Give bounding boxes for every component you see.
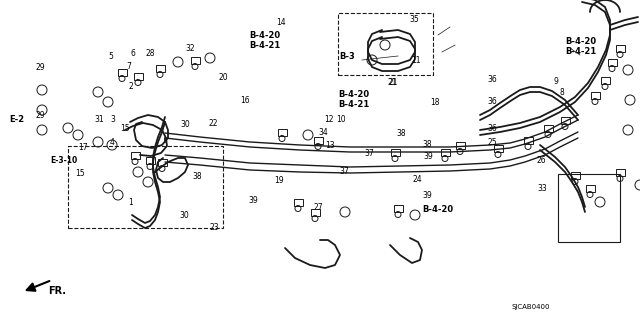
Bar bbox=[338, 13, 433, 75]
Bar bbox=[558, 174, 620, 242]
Text: 24: 24 bbox=[412, 175, 422, 184]
Text: 37: 37 bbox=[365, 149, 374, 158]
Text: 9: 9 bbox=[554, 77, 559, 86]
Text: 14: 14 bbox=[276, 18, 286, 27]
Text: 21: 21 bbox=[388, 78, 398, 87]
Text: 38: 38 bbox=[397, 129, 406, 138]
Bar bbox=[278, 129, 287, 135]
Text: B-4-21: B-4-21 bbox=[338, 100, 369, 109]
Bar bbox=[586, 185, 595, 191]
Text: 11: 11 bbox=[412, 56, 421, 65]
Text: 28: 28 bbox=[146, 49, 156, 58]
Text: B-4-21: B-4-21 bbox=[565, 47, 596, 56]
Bar bbox=[591, 92, 600, 99]
Text: 39: 39 bbox=[248, 196, 258, 205]
Text: 38: 38 bbox=[422, 140, 432, 149]
Text: 26: 26 bbox=[536, 156, 546, 164]
Text: 38: 38 bbox=[192, 172, 202, 181]
Text: 8: 8 bbox=[560, 88, 564, 97]
Text: 34: 34 bbox=[319, 128, 328, 137]
Text: 31: 31 bbox=[95, 115, 104, 124]
Text: E-3-10: E-3-10 bbox=[50, 156, 77, 164]
Text: 22: 22 bbox=[209, 119, 218, 128]
Bar bbox=[616, 44, 625, 52]
Text: 15: 15 bbox=[76, 169, 85, 178]
Text: 27: 27 bbox=[314, 203, 323, 212]
Bar bbox=[68, 146, 223, 228]
Text: 2: 2 bbox=[128, 82, 132, 91]
Text: B-4-20: B-4-20 bbox=[422, 205, 454, 214]
Text: 35: 35 bbox=[410, 15, 419, 24]
Text: 4: 4 bbox=[110, 138, 115, 147]
Bar bbox=[394, 204, 403, 212]
Bar bbox=[600, 76, 609, 84]
Text: 5: 5 bbox=[109, 52, 114, 61]
Bar bbox=[131, 151, 140, 158]
Text: 15: 15 bbox=[120, 124, 130, 133]
Bar bbox=[570, 172, 579, 179]
Text: 17: 17 bbox=[78, 143, 88, 152]
Text: 19: 19 bbox=[274, 176, 284, 185]
Bar bbox=[314, 137, 323, 143]
Bar bbox=[493, 145, 502, 151]
Text: 18: 18 bbox=[430, 98, 440, 107]
Text: 33: 33 bbox=[538, 184, 547, 193]
Text: SJCAB0400: SJCAB0400 bbox=[512, 304, 550, 310]
Bar bbox=[191, 57, 200, 63]
Text: 21: 21 bbox=[387, 78, 397, 87]
Text: 30: 30 bbox=[180, 120, 190, 129]
Text: 25: 25 bbox=[488, 138, 497, 147]
Text: B-4-20: B-4-20 bbox=[565, 37, 596, 46]
Bar bbox=[294, 198, 303, 205]
Text: 7: 7 bbox=[126, 62, 131, 71]
Text: 13: 13 bbox=[325, 141, 335, 150]
Bar bbox=[390, 148, 399, 156]
Bar bbox=[543, 124, 552, 132]
Text: E-2: E-2 bbox=[10, 115, 25, 124]
Text: 32: 32 bbox=[186, 44, 195, 53]
Text: 30: 30 bbox=[179, 212, 189, 220]
Text: 1: 1 bbox=[128, 198, 132, 207]
Text: 20: 20 bbox=[219, 73, 228, 82]
Bar bbox=[440, 148, 449, 156]
Text: B-4-21: B-4-21 bbox=[250, 41, 281, 50]
Bar bbox=[607, 59, 616, 66]
Text: 29: 29 bbox=[35, 111, 45, 120]
Bar bbox=[156, 65, 164, 71]
Text: B-4-20: B-4-20 bbox=[338, 90, 369, 99]
Bar bbox=[561, 116, 570, 124]
Text: B-3: B-3 bbox=[339, 52, 355, 60]
Bar bbox=[118, 68, 127, 76]
Text: 36: 36 bbox=[488, 75, 497, 84]
Text: 36: 36 bbox=[488, 97, 497, 106]
Text: 3: 3 bbox=[110, 115, 115, 124]
Text: 39: 39 bbox=[422, 191, 432, 200]
Text: 16: 16 bbox=[240, 96, 250, 105]
Text: 36: 36 bbox=[488, 124, 497, 132]
Text: 23: 23 bbox=[210, 223, 220, 232]
Bar bbox=[134, 73, 143, 79]
Bar bbox=[310, 209, 319, 215]
Text: 6: 6 bbox=[131, 49, 136, 58]
Text: B-4-20: B-4-20 bbox=[250, 31, 281, 40]
Text: 10: 10 bbox=[337, 115, 346, 124]
Text: 12: 12 bbox=[324, 115, 333, 124]
Bar bbox=[157, 158, 166, 165]
Bar bbox=[524, 137, 532, 143]
Text: 29: 29 bbox=[35, 63, 45, 72]
Text: 39: 39 bbox=[424, 152, 433, 161]
Bar bbox=[145, 156, 154, 164]
Text: FR.: FR. bbox=[48, 285, 66, 296]
Text: 37: 37 bbox=[339, 167, 349, 176]
Bar bbox=[616, 169, 625, 175]
Bar bbox=[456, 141, 465, 148]
